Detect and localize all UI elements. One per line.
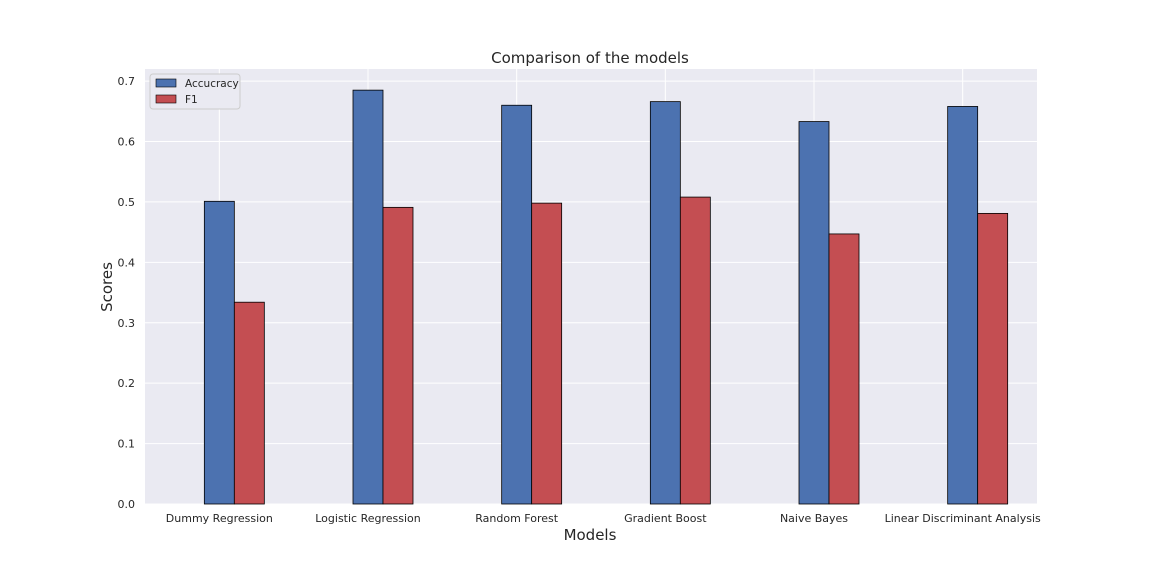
bar-f1	[828, 233, 860, 505]
bar-f1	[531, 202, 563, 505]
bar-f1	[977, 212, 1009, 505]
chart-title: Comparison of the models	[491, 49, 689, 67]
y-axis-label: Scores	[98, 262, 116, 312]
bar-accuracy	[501, 104, 533, 505]
y-tick-label: 0.7	[118, 75, 136, 88]
x-tick-labels: Dummy Regression Logistic Regression Rando…	[166, 512, 1041, 525]
x-tick-label: Gradient Boost	[624, 512, 707, 525]
bar-f1	[679, 196, 711, 505]
y-tick-label: 0.4	[118, 256, 136, 269]
legend-swatch	[155, 94, 177, 104]
x-tick-label: Linear Discriminant Analysis	[885, 512, 1041, 525]
legend-label: F1	[185, 94, 198, 106]
y-tick-labels: 0.0 0.1 0.2 0.3 0.4 0.5 0.6 0.7	[118, 75, 136, 511]
bar-accuracy	[203, 200, 235, 505]
y-tick-label: 0.1	[118, 438, 136, 451]
x-tick-label: Dummy Regression	[166, 512, 273, 525]
legend: Accucracy F1	[149, 73, 241, 110]
bar-accuracy	[947, 106, 979, 505]
plot-area	[145, 69, 1037, 504]
y-tick-label: 0.6	[118, 136, 136, 149]
y-tick-label: 0.0	[118, 498, 136, 511]
x-tick-label: Logistic Regression	[315, 512, 421, 525]
bar-accuracy	[352, 89, 384, 505]
bar-f1	[382, 206, 414, 505]
bar-f1	[233, 301, 265, 505]
y-tick-label: 0.2	[118, 377, 136, 390]
x-tick-label: Random Forest	[475, 512, 558, 525]
bars	[203, 89, 1009, 505]
bar-accuracy	[798, 121, 830, 505]
legend-swatch	[155, 78, 177, 88]
y-tick-label: 0.3	[118, 317, 136, 330]
x-axis-label: Models	[564, 526, 617, 544]
bar-accuracy	[649, 101, 681, 505]
y-tick-label: 0.5	[118, 196, 136, 209]
legend-label: Accucracy	[185, 78, 239, 90]
x-tick-label: Naive Bayes	[780, 512, 848, 525]
